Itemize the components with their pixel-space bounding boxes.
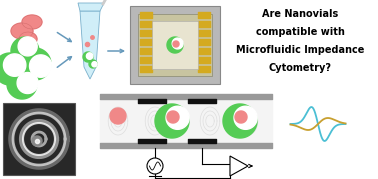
Polygon shape	[230, 156, 248, 176]
Polygon shape	[87, 53, 93, 59]
Polygon shape	[83, 52, 93, 62]
Circle shape	[147, 158, 163, 174]
Polygon shape	[166, 106, 189, 129]
Text: Are Nanovials: Are Nanovials	[262, 9, 338, 19]
Polygon shape	[29, 55, 52, 77]
Polygon shape	[19, 48, 51, 80]
Bar	[152, 21, 198, 69]
Text: Microfluidic Impedance: Microfluidic Impedance	[236, 45, 364, 55]
Polygon shape	[80, 11, 100, 79]
Polygon shape	[234, 106, 257, 129]
Polygon shape	[0, 53, 26, 85]
Polygon shape	[173, 41, 179, 47]
Polygon shape	[78, 3, 104, 11]
Text: compatible with: compatible with	[256, 27, 344, 37]
Polygon shape	[92, 62, 97, 67]
Polygon shape	[223, 104, 257, 138]
Polygon shape	[32, 136, 42, 146]
Polygon shape	[167, 111, 179, 123]
Polygon shape	[7, 69, 37, 99]
Polygon shape	[22, 15, 42, 29]
Bar	[138, 14, 212, 76]
Polygon shape	[172, 38, 183, 49]
Polygon shape	[11, 37, 39, 65]
Bar	[3, 103, 75, 175]
Polygon shape	[110, 108, 126, 124]
Polygon shape	[167, 37, 183, 53]
Polygon shape	[18, 37, 37, 56]
Polygon shape	[19, 32, 37, 46]
Polygon shape	[235, 111, 247, 123]
Polygon shape	[17, 72, 38, 93]
Polygon shape	[3, 54, 26, 76]
Polygon shape	[11, 23, 33, 39]
Bar	[130, 6, 220, 84]
Polygon shape	[155, 104, 189, 138]
Polygon shape	[89, 60, 97, 68]
Text: Cytometry?: Cytometry?	[268, 63, 332, 73]
